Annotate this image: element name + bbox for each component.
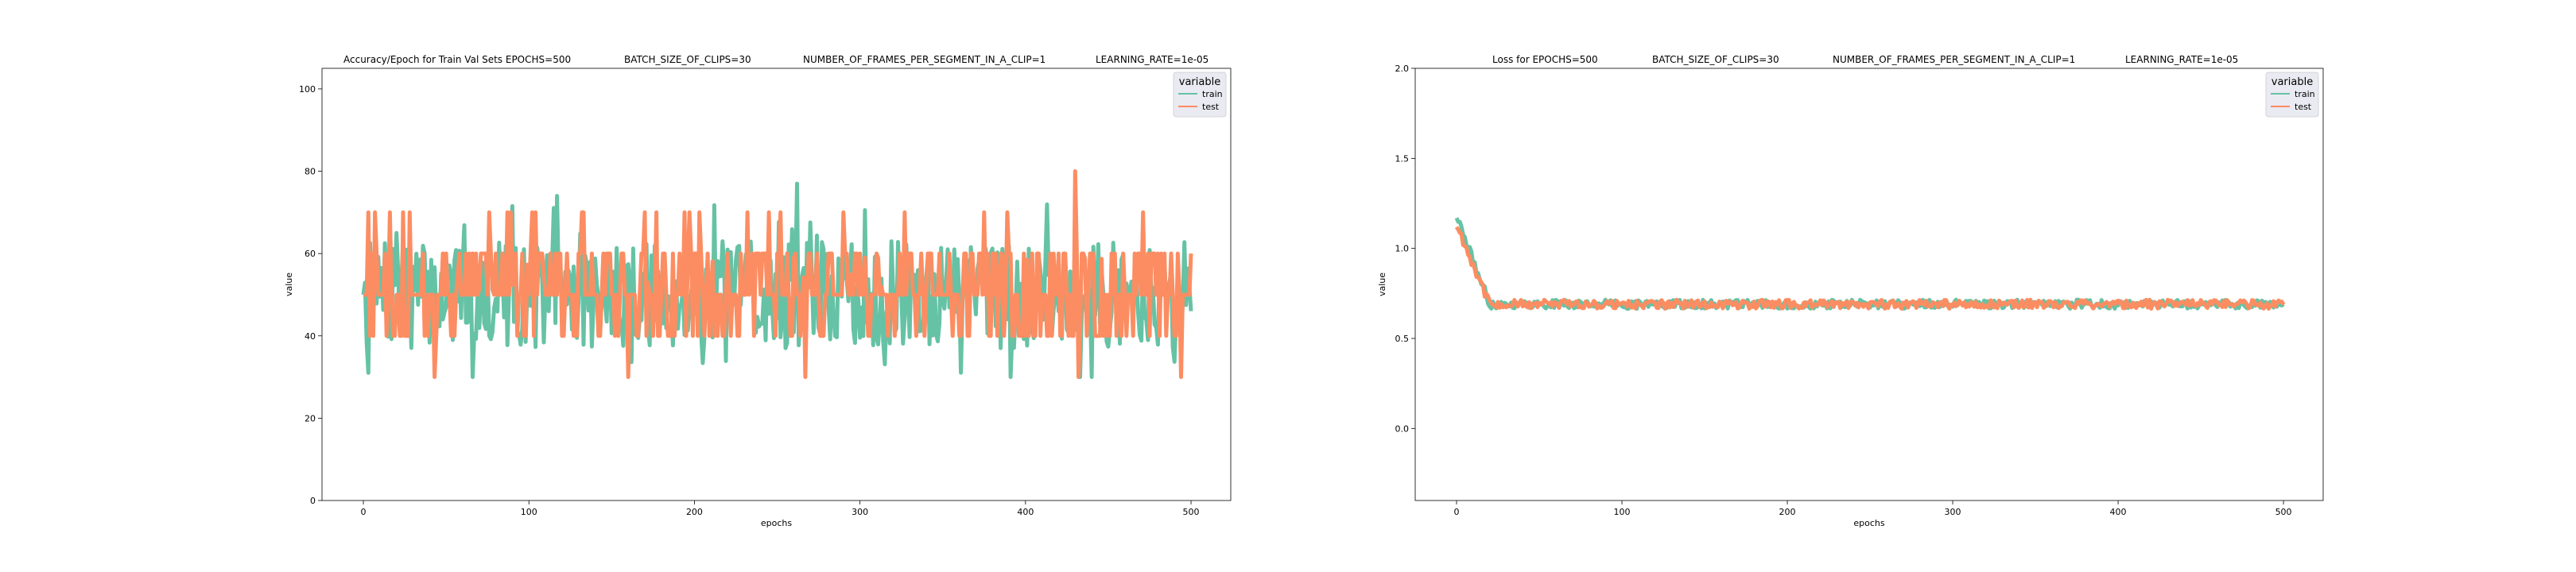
chart-title-part: Accuracy/Epoch for Train Val Sets EPOCHS… <box>343 54 571 65</box>
y-tick-label: 80 <box>305 167 316 177</box>
y-tick-label: 100 <box>299 84 316 95</box>
y-tick-label: 60 <box>305 249 316 259</box>
x-tick-label: 300 <box>852 507 868 517</box>
chart-title-part: Loss for EPOCHS=500 <box>1492 54 1598 65</box>
series-line-test <box>1454 226 2286 311</box>
chart-title-part: NUMBER_OF_FRAMES_PER_SEGMENT_IN_A_CLIP=1 <box>1833 54 2075 65</box>
y-tick-label: 1.5 <box>1395 153 1410 164</box>
x-tick-label: 500 <box>2275 507 2292 517</box>
legend-label-train: train <box>2295 89 2315 99</box>
x-tick-label: 0 <box>1454 507 1460 517</box>
x-axis-label: epochs <box>1853 518 1884 528</box>
x-tick-label: 0 <box>361 507 367 517</box>
legend-title: variable <box>1179 76 1220 88</box>
legend-label-test: test <box>1202 102 1220 112</box>
chart-title-part: LEARNING_RATE=1e-05 <box>2125 54 2238 65</box>
legend-label-test: test <box>2295 102 2312 112</box>
legend-title: variable <box>2271 76 2313 88</box>
y-tick-label: 2.0 <box>1395 64 1410 74</box>
chart-title-part: LEARNING_RATE=1e-05 <box>1096 54 1208 65</box>
x-tick-label: 200 <box>1779 507 1796 517</box>
chart-title-part: BATCH_SIZE_OF_CLIPS=30 <box>1652 54 1779 65</box>
x-tick-label: 300 <box>1945 507 1961 517</box>
x-tick-label: 100 <box>1614 507 1631 517</box>
legend-label-train: train <box>1202 89 1223 99</box>
y-tick-label: 0.0 <box>1395 423 1410 434</box>
y-tick-label: 40 <box>305 331 316 342</box>
loss-chart: 0 100 200 300 400 500 0.0 0.5 1.0 1.5 2.0 epochs val… <box>1377 54 2324 528</box>
x-tick-label: 400 <box>1017 507 1034 517</box>
y-tick-label: 1.0 <box>1395 244 1410 254</box>
y-tick-label: 0.5 <box>1395 334 1410 344</box>
y-tick-label: 0 <box>310 496 316 506</box>
x-tick-label: 200 <box>686 507 703 517</box>
chart-title-part: NUMBER_OF_FRAMES_PER_SEGMENT_IN_A_CLIP=1 <box>803 54 1046 65</box>
x-tick-label: 100 <box>521 507 537 517</box>
y-tick-label: 20 <box>305 413 316 423</box>
plot-frame <box>321 68 1232 501</box>
y-axis-label: value <box>1377 272 1387 296</box>
chart-title-part: BATCH_SIZE_OF_CLIPS=30 <box>624 54 751 65</box>
x-tick-label: 400 <box>2110 507 2127 517</box>
y-axis-label: value <box>284 272 294 296</box>
accuracy-chart: 0 100 200 300 400 500 0 20 40 60 80 100 epochs value A… <box>284 54 1232 528</box>
x-tick-label: 500 <box>1183 507 1200 517</box>
x-axis-label: epochs <box>761 518 792 528</box>
series-line-test <box>363 169 1193 380</box>
plot-frame <box>1414 68 2324 501</box>
series-line-train <box>1454 217 2285 311</box>
